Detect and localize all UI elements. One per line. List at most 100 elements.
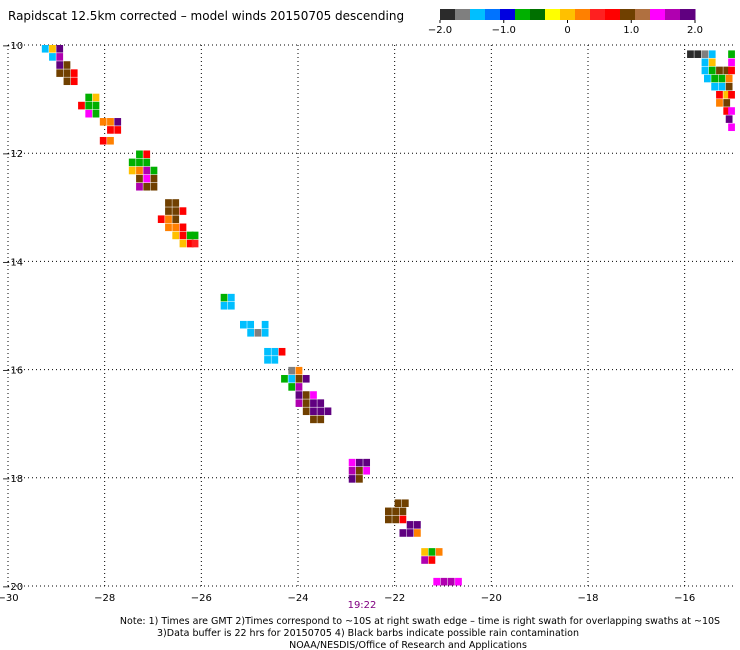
data-cell — [271, 347, 279, 356]
colorbar-tick-label: 2.0 — [687, 25, 703, 36]
colorbar-segment — [620, 9, 636, 20]
data-cell — [92, 93, 100, 102]
data-cell — [399, 515, 407, 524]
data-cell — [708, 50, 716, 58]
data-cell — [165, 223, 172, 232]
colorbar-segment — [545, 9, 561, 20]
data-cell — [41, 45, 49, 53]
colorbar-tick-label: −1.0 — [492, 25, 516, 36]
data-cell — [716, 90, 723, 99]
colorbar-segment — [635, 9, 651, 20]
data-cell — [271, 356, 279, 364]
data-cell — [295, 391, 303, 399]
data-cell — [128, 158, 136, 167]
data-cell — [718, 74, 726, 83]
data-cell — [150, 166, 158, 175]
colorbar-segment — [455, 9, 471, 20]
data-cell — [172, 223, 180, 232]
data-cell — [711, 74, 719, 83]
data-cell — [288, 366, 296, 375]
data-cell — [288, 375, 296, 383]
data-cell — [302, 391, 310, 399]
data-cell — [455, 577, 462, 586]
data-cell — [348, 475, 356, 483]
data-cell — [406, 521, 414, 529]
data-cell — [317, 399, 325, 407]
x-tick-label: −18 — [577, 593, 598, 604]
data-cell — [172, 215, 180, 223]
colorbar-segment — [680, 9, 696, 20]
data-cell — [128, 166, 136, 175]
data-cell — [392, 515, 400, 524]
data-cell — [704, 74, 711, 83]
data-cell — [191, 231, 199, 240]
data-cell — [56, 61, 64, 69]
data-cell — [708, 66, 716, 75]
data-cell — [240, 320, 247, 329]
data-cell — [728, 107, 735, 115]
colorbar-segment — [530, 9, 546, 20]
data-cell — [725, 82, 733, 91]
data-cell — [363, 466, 371, 475]
data-cell — [701, 58, 709, 67]
data-cell — [143, 182, 151, 191]
data-cell — [179, 223, 187, 232]
data-cell — [348, 466, 356, 475]
data-cell — [701, 66, 709, 75]
data-cell — [728, 90, 735, 99]
data-cell — [107, 126, 114, 134]
data-cell — [295, 366, 303, 375]
data-cell — [414, 529, 421, 537]
data-cell — [295, 399, 303, 407]
data-cell — [99, 118, 107, 126]
data-cell — [728, 123, 735, 132]
colorbar: −2.0 −1.0 0 1.0 2.0 — [428, 9, 703, 36]
data-cell — [401, 499, 409, 508]
data-cell — [220, 301, 228, 310]
x-tick-label: −24 — [287, 593, 308, 604]
data-cell — [728, 66, 735, 75]
data-cell — [310, 407, 317, 416]
data-cell — [324, 407, 332, 416]
data-cell — [92, 101, 100, 110]
data-cell — [165, 215, 172, 223]
data-cell — [107, 118, 114, 126]
data-cell — [278, 347, 286, 356]
data-cell — [261, 320, 269, 329]
colorbar-segment — [575, 9, 591, 20]
data-cell — [363, 458, 371, 467]
data-cell — [136, 150, 143, 159]
data-cell — [348, 458, 356, 467]
x-tick-label: −26 — [191, 593, 212, 604]
time-label: 19:22 — [348, 600, 377, 611]
data-cell — [114, 118, 122, 126]
data-cell — [172, 199, 180, 207]
note-line-3: NOAA/NESDIS/Office of Research and Appli… — [289, 640, 527, 650]
data-cell — [136, 158, 143, 167]
data-cell — [385, 507, 392, 516]
data-cell — [247, 320, 255, 329]
colorbar-tick-label: −2.0 — [428, 25, 452, 36]
data-cell — [56, 45, 64, 53]
colorbar-segment — [500, 9, 516, 20]
data-cell — [143, 150, 151, 159]
data-cell — [227, 301, 235, 310]
colorbar-segment — [470, 9, 486, 20]
data-cell — [56, 53, 64, 61]
data-cell — [191, 239, 199, 248]
colorbar-segment — [560, 9, 576, 20]
data-cell — [157, 215, 165, 223]
data-cell — [264, 347, 271, 356]
x-tick-label: −20 — [481, 593, 502, 604]
data-cell — [310, 399, 317, 407]
data-cell — [716, 99, 723, 107]
data-cell — [49, 45, 56, 53]
colorbar-segment — [515, 9, 531, 20]
data-cell — [261, 329, 269, 337]
data-cell — [247, 329, 255, 337]
data-cell — [310, 391, 317, 399]
data-cell — [143, 158, 151, 167]
data-cell — [227, 293, 235, 302]
data-cell — [150, 174, 158, 183]
